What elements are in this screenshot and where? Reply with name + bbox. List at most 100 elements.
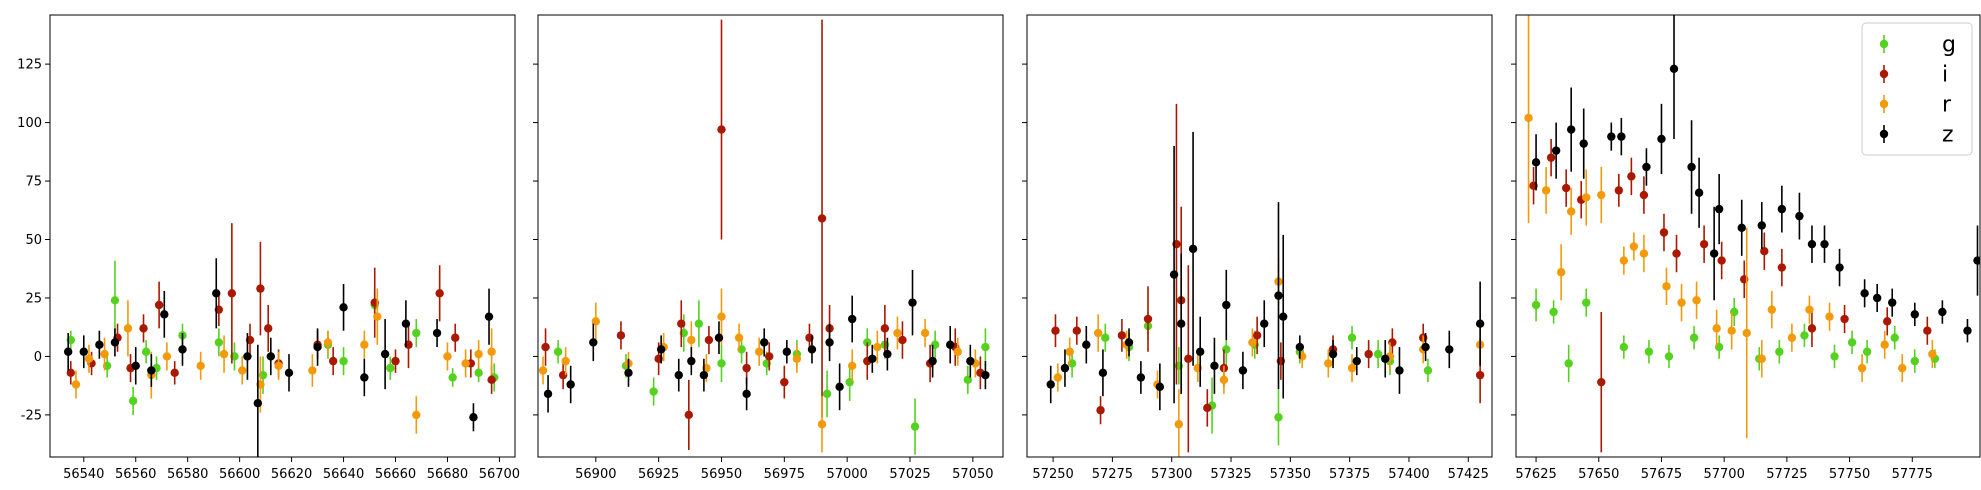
x-tick-label: 57300 [1151, 467, 1192, 482]
data-point-g-14 [1847, 338, 1857, 347]
y-tick-label: 0 [34, 350, 42, 365]
data-point-i-13 [1760, 247, 1769, 256]
data-point-z-12 [1714, 204, 1724, 214]
data-point-i-2 [1561, 183, 1571, 193]
data-point-z-21 [1395, 366, 1404, 375]
data-point-r-19 [1825, 312, 1834, 321]
data-point-z-5 [674, 370, 683, 380]
data-point-i-13 [1364, 349, 1373, 359]
data-point-z-6 [1642, 162, 1651, 172]
data-point-z-22 [1888, 298, 1897, 307]
data-point-g-13 [386, 363, 395, 373]
data-point-z-19 [928, 356, 937, 366]
data-point-z-4 [656, 345, 666, 354]
data-point-z-2 [589, 338, 598, 347]
data-point-z-0 [63, 347, 73, 356]
data-point-r-7 [1629, 242, 1639, 251]
data-point-z-9 [742, 389, 751, 399]
data-point-g-8 [1274, 413, 1283, 422]
data-point-g-4 [1619, 342, 1629, 352]
data-point-r-11 [1324, 359, 1333, 368]
data-point-r-9 [1662, 282, 1671, 291]
data-point-z-13 [1238, 366, 1248, 375]
data-point-z-20 [1381, 354, 1390, 363]
series-g [66, 260, 499, 415]
data-point-z-4 [1607, 132, 1616, 141]
data-point-r-8 [1248, 338, 1257, 347]
data-point-z-5 [147, 366, 156, 375]
legend-item-z: z [1879, 123, 1954, 148]
data-point-r-16 [443, 352, 452, 361]
x-tick-label: 57000 [826, 467, 867, 482]
data-point-i-11 [1717, 256, 1726, 265]
data-point-i-8 [1659, 228, 1669, 237]
data-point-i-6 [704, 335, 714, 345]
data-point-r-14 [1742, 328, 1751, 338]
panel-4: 57625 57650 57675 57700 57725 57750 57775 [1511, 14, 1981, 482]
data-point-g-15 [448, 373, 457, 382]
data-point-z-3 [110, 338, 120, 347]
data-point-g-9 [822, 389, 832, 399]
data-point-i-16 [898, 335, 907, 345]
data-point-z-7 [178, 345, 187, 354]
x-tick-label: 56975 [764, 467, 805, 482]
data-point-i-7 [1184, 354, 1193, 363]
data-point-g-1 [1549, 307, 1558, 317]
data-point-g-11 [1373, 349, 1383, 359]
data-point-i-16 [391, 356, 400, 366]
data-point-z-0 [1531, 158, 1541, 167]
y-tick-label: 75 [25, 175, 42, 190]
panel-2-frame [537, 14, 1004, 458]
data-point-r-7 [717, 312, 726, 321]
data-point-g-2 [1564, 359, 1573, 368]
data-point-i-15 [880, 324, 890, 333]
data-point-z-14 [1260, 319, 1269, 328]
data-point-z-12 [284, 368, 294, 378]
panel-1-data [63, 223, 499, 457]
data-point-i-16 [1840, 314, 1849, 324]
data-point-z-16 [1279, 312, 1288, 321]
x-tick-label: 57325 [1210, 467, 1251, 482]
x-tick-label: 57625 [1515, 467, 1556, 482]
y-axis-3 [1022, 63, 1027, 416]
data-point-g-13 [1423, 366, 1433, 375]
data-point-r-5 [1174, 420, 1184, 429]
data-point-z-3 [1098, 368, 1108, 378]
data-point-r-1 [561, 356, 570, 366]
data-point-z-8 [212, 289, 221, 298]
data-point-i-6 [170, 368, 179, 378]
data-point-z-13 [825, 338, 834, 347]
data-point-z-21 [1872, 293, 1882, 303]
data-point-z-3 [1579, 139, 1588, 148]
data-point-z-11 [1210, 361, 1219, 370]
data-point-r-3 [123, 324, 133, 333]
data-point-r-14 [373, 312, 382, 321]
series-z [543, 269, 990, 413]
data-point-i-8 [742, 363, 751, 373]
data-point-i-5 [154, 300, 164, 310]
data-point-i-2 [616, 331, 626, 340]
x-tick-label: 56680 [427, 467, 468, 482]
data-point-z-20 [484, 312, 494, 321]
data-point-g-15 [1862, 347, 1872, 356]
data-point-r-6 [196, 361, 205, 370]
y-axis-2 [533, 63, 538, 416]
data-point-z-12 [807, 345, 817, 354]
y-tick-label: 100 [17, 116, 42, 131]
data-point-r-6 [1619, 256, 1629, 265]
data-point-i-17 [1883, 317, 1892, 326]
legend-box [1861, 22, 1973, 156]
data-point-g-16 [474, 368, 483, 378]
series-z [1531, 15, 1980, 343]
data-point-r-8 [1639, 249, 1649, 258]
x-tick-label: 57400 [1388, 467, 1429, 482]
y-axis-1: -25 0 25 50 75 100 125 [17, 58, 50, 423]
data-point-z-19 [469, 413, 478, 422]
data-point-z-19 [1835, 263, 1844, 272]
data-point-r-11 [817, 420, 827, 429]
data-point-g-7 [214, 338, 224, 347]
data-point-r-1 [84, 354, 94, 363]
series-i [541, 19, 985, 450]
data-point-i-18 [1923, 326, 1932, 335]
